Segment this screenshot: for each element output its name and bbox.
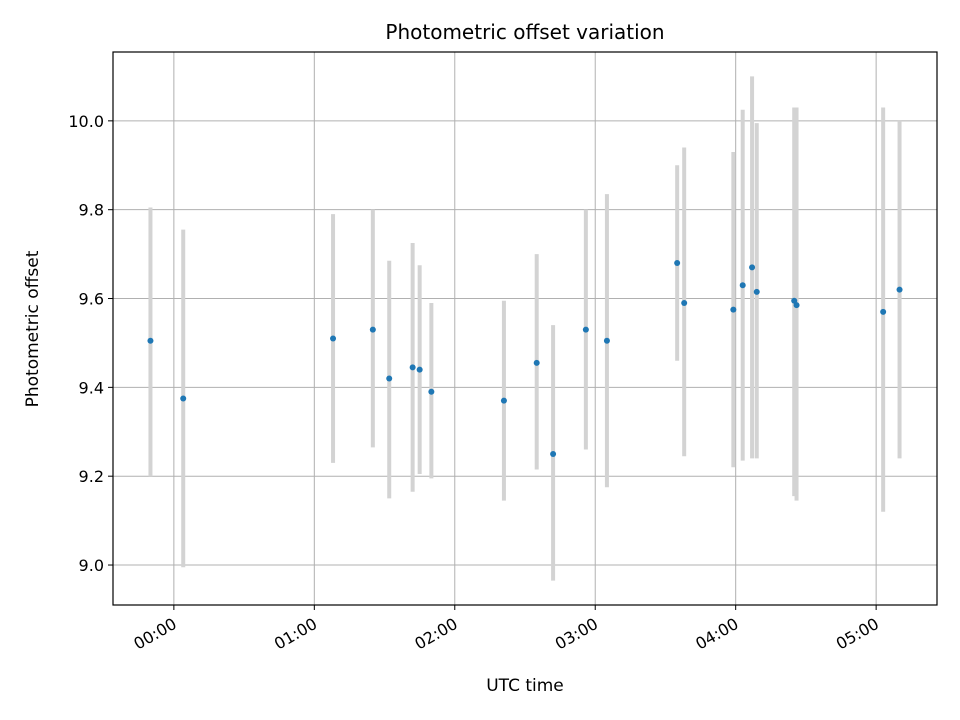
y-tick-label: 9.6	[79, 290, 104, 309]
y-tick-label: 9.8	[79, 201, 104, 220]
y-tick-label: 9.2	[79, 467, 104, 486]
y-tick-label: 9.4	[79, 378, 104, 397]
data-point	[681, 299, 688, 306]
x-axis-label: UTC time	[486, 676, 564, 696]
data-point	[386, 375, 393, 382]
data-point	[550, 450, 557, 457]
y-tick-label: 10.0	[68, 112, 104, 131]
data-point	[880, 308, 887, 315]
data-point	[749, 264, 756, 271]
data-point	[739, 282, 746, 289]
y-tick-label: 9.0	[79, 556, 104, 575]
data-point	[147, 337, 154, 344]
data-point	[582, 326, 589, 333]
data-point	[416, 366, 423, 373]
data-point	[674, 259, 681, 266]
data-point	[500, 397, 507, 404]
data-point	[603, 337, 610, 344]
y-axis-label: Photometric offset	[23, 250, 43, 407]
data-point	[896, 286, 903, 293]
data-point	[793, 302, 800, 309]
data-point	[369, 326, 376, 333]
data-points	[147, 259, 903, 457]
data-point	[753, 288, 760, 295]
data-point	[533, 359, 540, 366]
data-point	[409, 364, 416, 371]
plot-frame	[112, 51, 938, 606]
data-point	[428, 388, 435, 395]
y-axis-ticks: 9.0 9.2 9.4 9.6 9.8 10.0	[68, 112, 113, 575]
data-point	[180, 395, 187, 402]
data-point	[791, 297, 798, 304]
chart-title: Photometric offset variation	[385, 20, 664, 44]
data-point	[330, 335, 337, 342]
data-point	[730, 306, 737, 313]
grid	[113, 52, 937, 605]
